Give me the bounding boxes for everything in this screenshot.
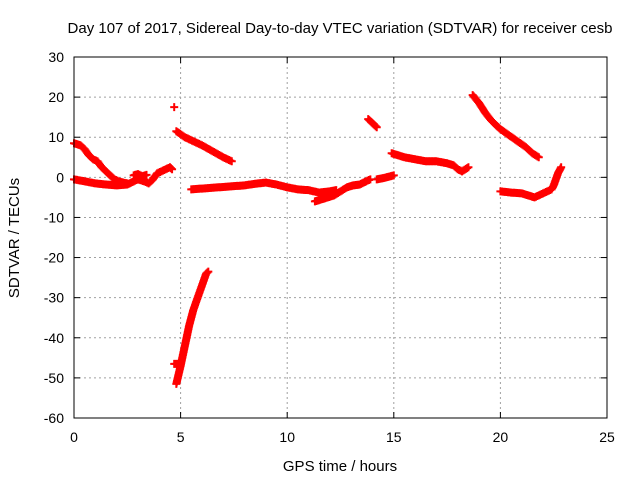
y-tick-label: -30 [44,290,64,306]
y-tick-label: 30 [48,49,64,65]
x-tick-label: 0 [70,429,78,445]
chart-title: Day 107 of 2017, Sidereal Day-to-day VTE… [68,20,613,37]
data-point [227,157,236,166]
y-axis-label: SDTVAR / TECUs [6,178,23,298]
x-axis-label: GPS time / hours [283,458,397,475]
y-tick-label: -50 [44,370,64,386]
data-point [372,123,381,132]
data-point [142,170,151,179]
data-point [168,165,177,174]
data-point [203,268,212,277]
y-tick-label: -20 [44,250,64,266]
x-tick-label: 10 [279,429,295,445]
x-tick-label: 20 [493,429,509,445]
y-tick-label: -60 [44,410,64,426]
y-tick-label: 10 [48,129,64,145]
x-tick-label: 25 [599,429,615,445]
data-point [534,153,543,162]
grid [74,57,607,418]
data-point [170,103,179,112]
data-point [371,122,380,131]
x-tick-label: 15 [386,429,402,445]
y-tick-label: 20 [48,89,64,105]
data-point [167,164,176,173]
y-tick-label: -10 [44,209,64,225]
x-tick-label: 5 [177,429,185,445]
y-tick-label: 0 [56,169,64,185]
ticks: 0 5 10 15 20 25 -60 -50 -40 -30 -20 -10 0 10 20 30 [44,49,615,445]
plot-frame [73,56,608,419]
data-point [464,163,473,172]
data-point [557,163,566,172]
data-point [389,171,398,180]
y-tick-label: -40 [44,330,64,346]
data-point [204,267,213,276]
data-points [70,91,566,388]
